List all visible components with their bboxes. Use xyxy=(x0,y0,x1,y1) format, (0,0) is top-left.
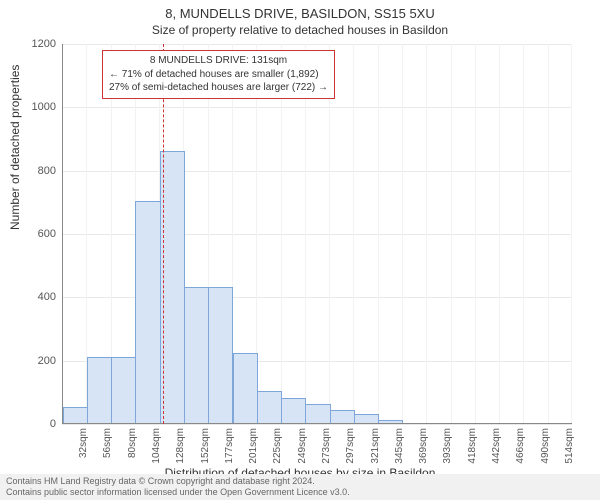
page-subtitle: Size of property relative to detached ho… xyxy=(0,23,600,37)
annotation-line: 8 MUNDELLS DRIVE: 131sqm xyxy=(109,54,328,68)
histogram-bar xyxy=(63,407,88,424)
y-axis-title: Number of detached properties xyxy=(8,65,22,230)
histogram-bar xyxy=(184,287,209,424)
x-axis-line xyxy=(62,423,572,424)
plot-area: 8 MUNDELLS DRIVE: 131sqm← 71% of detache… xyxy=(62,44,572,424)
annotation-line: ← 71% of detached houses are smaller (1,… xyxy=(109,68,328,82)
gridline-v xyxy=(548,44,549,424)
gridline-v xyxy=(451,44,452,424)
y-axis-line xyxy=(62,44,63,424)
page-title: 8, MUNDELLS DRIVE, BASILDON, SS15 5XU xyxy=(0,0,600,21)
gridline-v xyxy=(378,44,379,424)
gridline-h xyxy=(62,171,572,172)
y-tick: 1200 xyxy=(16,38,56,50)
annotation-line: 27% of semi-detached houses are larger (… xyxy=(109,81,328,95)
y-tick: 1000 xyxy=(16,101,56,113)
y-tick: 400 xyxy=(16,291,56,303)
gridline-v xyxy=(571,44,572,424)
gridline-v xyxy=(523,44,524,424)
histogram-bar xyxy=(330,410,355,424)
histogram-bar xyxy=(208,287,233,424)
annotation-box: 8 MUNDELLS DRIVE: 131sqm← 71% of detache… xyxy=(102,50,335,99)
histogram-bar xyxy=(233,353,258,424)
gridline-v xyxy=(475,44,476,424)
histogram-bar xyxy=(87,357,112,425)
gridline-v xyxy=(353,44,354,424)
y-tick: 0 xyxy=(16,418,56,430)
gridline-v xyxy=(281,44,282,424)
y-tick: 600 xyxy=(16,228,56,240)
gridline-v xyxy=(402,44,403,424)
y-tick: 200 xyxy=(16,355,56,367)
histogram-bar xyxy=(257,391,282,424)
gridline-v xyxy=(499,44,500,424)
gridline-v xyxy=(426,44,427,424)
y-tick: 800 xyxy=(16,165,56,177)
footer-line-1: Contains HM Land Registry data © Crown c… xyxy=(6,476,594,487)
chart-container: 8, MUNDELLS DRIVE, BASILDON, SS15 5XU Si… xyxy=(0,0,600,500)
gridline-h xyxy=(62,107,572,108)
footer: Contains HM Land Registry data © Crown c… xyxy=(0,474,600,500)
histogram-bar xyxy=(111,357,136,425)
gridline-h xyxy=(62,424,572,425)
marker-line xyxy=(163,44,164,424)
histogram-bar xyxy=(281,398,306,424)
gridline-h xyxy=(62,44,572,45)
histogram-bar xyxy=(305,404,330,424)
footer-line-2: Contains public sector information licen… xyxy=(6,487,594,498)
gridline-v xyxy=(329,44,330,424)
histogram-bar xyxy=(135,201,160,424)
gridline-v xyxy=(305,44,306,424)
